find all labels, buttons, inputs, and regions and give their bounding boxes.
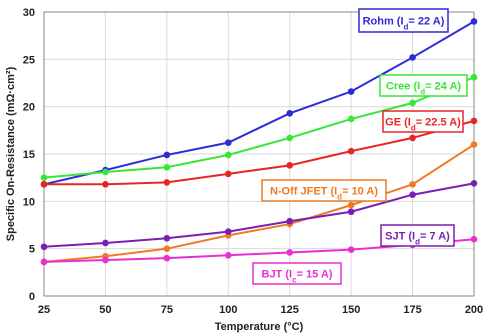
series [40, 74, 478, 181]
series [40, 180, 478, 251]
data-point [347, 88, 355, 95]
y-axis-title: Specific On-Resistance (mΩ·cm²) [5, 66, 17, 241]
data-point [347, 246, 355, 253]
x-tick-label: 25 [38, 304, 50, 316]
series-label: N-Off JFET (Id= 10 A) [261, 179, 387, 202]
data-point [224, 170, 232, 178]
series-labels: Rohm (Id= 22 A) Cree (Id= 24 A) GE (Id= 22… [252, 8, 468, 285]
data-point [286, 134, 294, 142]
data-point [347, 208, 355, 216]
data-point [286, 109, 294, 117]
x-tick-label: 150 [342, 304, 360, 316]
data-point [102, 180, 109, 188]
series-label-text: BJT (Ic= 15 A) [262, 269, 333, 285]
y-tick-label: 0 [29, 291, 35, 303]
series-line [43, 143, 475, 263]
series-label-box [252, 262, 342, 285]
data-point [409, 54, 416, 61]
data-point [347, 147, 355, 155]
series-label-text: Cree (Id= 24 A) [386, 81, 461, 97]
data-point [470, 141, 478, 148]
series-label-text: SJT (Id= 7 A) [385, 231, 450, 247]
data-point [40, 174, 48, 181]
series-line [43, 20, 475, 186]
y-tick-label: 10 [23, 196, 35, 208]
data-point [102, 256, 109, 264]
x-tick-label: 50 [99, 304, 111, 316]
series [40, 117, 478, 188]
data-point [286, 249, 294, 256]
series-label: Rohm (Id= 22 A) [358, 8, 449, 33]
series-label-box [261, 179, 387, 202]
data-point [224, 139, 232, 146]
series-line [43, 76, 475, 179]
series-line [43, 182, 475, 248]
x-tick-label: 175 [403, 304, 421, 316]
data-point [102, 168, 109, 176]
x-tick-label: 75 [161, 304, 173, 316]
data-point [409, 191, 416, 199]
series-label: BJT (Ic= 15 A) [252, 262, 342, 285]
data-point [347, 201, 355, 209]
series-label: Cree (Id= 24 A) [379, 74, 468, 97]
x-tick-label: 125 [281, 304, 299, 316]
y-tick-label: 25 [23, 54, 35, 66]
series-label-text: GE (Id= 22.5 A) [385, 117, 461, 133]
series-label: SJT (Id= 7 A) [380, 224, 455, 247]
series-label-box [382, 110, 464, 133]
data-point [470, 18, 478, 25]
data-point [347, 115, 355, 123]
series-label-text: Rohm (Id= 22 A) [363, 16, 445, 32]
data-point [163, 245, 171, 252]
y-tick-label: 20 [23, 102, 35, 114]
x-tick-label: 100 [219, 304, 237, 316]
series-label-box [380, 224, 455, 247]
data-point [163, 179, 171, 186]
data-point [409, 134, 416, 142]
data-point [102, 239, 109, 247]
axes: 0 5 10 15 20 25 30 25 50 75 100 125 150 175 200 [23, 7, 483, 316]
data-point [286, 162, 294, 169]
data-point [470, 74, 478, 81]
data-point [163, 234, 171, 242]
data-point [470, 235, 478, 243]
data-point [163, 163, 171, 171]
x-axis-title: Temperature (°C) [215, 321, 304, 333]
data-point [224, 251, 232, 259]
x-tick-label: 200 [465, 304, 483, 316]
y-tick-label: 5 [29, 244, 35, 256]
data-point [470, 117, 478, 125]
data-point [40, 243, 48, 251]
data-point [40, 180, 48, 188]
plot-frame [43, 11, 475, 297]
series-label-box [379, 74, 468, 97]
y-tick-label: 30 [23, 7, 35, 19]
data-point [224, 228, 232, 235]
data-point [470, 180, 478, 187]
series [40, 18, 478, 266]
y-tick-label: 15 [23, 149, 35, 161]
data-point [409, 99, 416, 107]
series-label: GE (Id= 22.5 A) [382, 110, 464, 133]
data-point [40, 258, 48, 266]
data-point [163, 151, 171, 159]
series-label-box [358, 8, 449, 33]
series-line [44, 119, 475, 186]
data-point [224, 151, 232, 159]
data-point [409, 180, 416, 188]
series-label-text: N-Off JFET (Id= 10 A) [270, 186, 378, 202]
data-point [163, 254, 171, 262]
data-point [286, 217, 294, 225]
